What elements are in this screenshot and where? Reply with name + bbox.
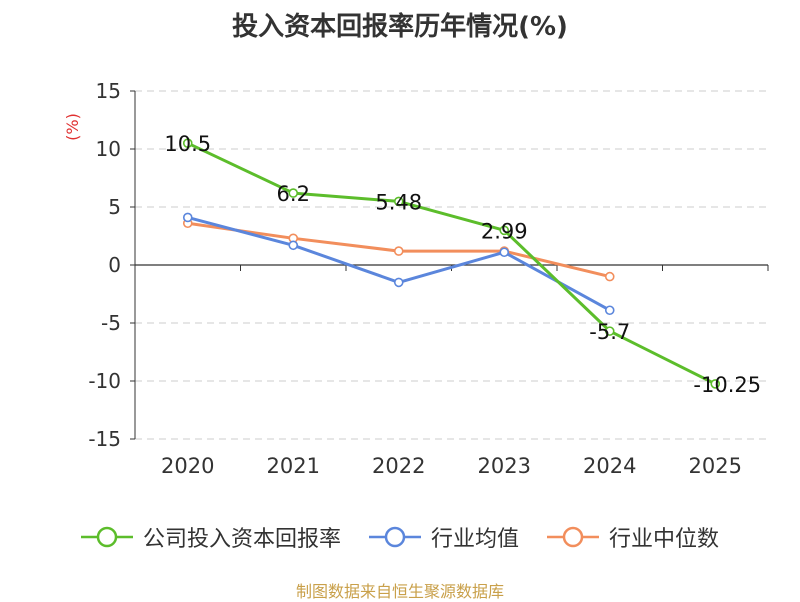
x-tick-label: 2025 — [689, 454, 742, 478]
legend: 公司投入资本回报率 行业均值 行业中位数 — [0, 519, 800, 555]
y-tick-label: 10 — [96, 137, 121, 161]
y-tick-label: -15 — [88, 427, 121, 451]
legend-item[interactable]: 行业均值 — [368, 521, 519, 553]
data-label: -10.25 — [693, 373, 761, 397]
legend-line-circle-icon — [547, 526, 599, 548]
data-point — [182, 138, 193, 148]
data-point — [393, 196, 404, 207]
data-point — [604, 326, 615, 336]
data-point — [710, 379, 721, 389]
data-point — [499, 247, 510, 258]
y-axis-label: (%) — [63, 113, 82, 141]
y-tick-label: -10 — [88, 369, 121, 393]
y-tick-label: 15 — [96, 79, 121, 103]
legend-item[interactable]: 行业中位数 — [547, 521, 719, 553]
x-tick-label: 2020 — [161, 454, 214, 478]
data-label: 5.48 — [375, 190, 422, 214]
data-point — [182, 212, 193, 223]
legend-label: 公司投入资本回报率 — [142, 527, 341, 552]
x-tick-label: 2024 — [583, 454, 636, 478]
data-point — [393, 277, 404, 288]
x-tick-label: 2023 — [478, 454, 531, 478]
y-tick-label: 5 — [108, 195, 121, 219]
y-tick-label: -5 — [101, 311, 121, 335]
data-point — [604, 305, 615, 316]
x-tick-label: 2022 — [372, 454, 425, 478]
data-point — [288, 240, 299, 251]
y-tick-label: 0 — [108, 253, 121, 277]
series-line — [187, 141, 716, 386]
data-label: 2.99 — [481, 219, 528, 243]
legend-line-circle-icon — [368, 526, 421, 548]
data-point — [288, 188, 299, 198]
legend-line-circle-icon — [80, 526, 133, 548]
data-label: 10.5 — [164, 132, 211, 156]
legend-label: 行业中位数 — [609, 527, 720, 552]
data-label: -5.7 — [589, 320, 630, 344]
chart-title: 投入资本回报率历年情况(%) — [232, 12, 568, 42]
data-label: 6.2 — [277, 182, 310, 206]
legend-item[interactable]: 公司投入资本回报率 — [80, 521, 341, 553]
x-tick-label: 2021 — [267, 454, 320, 478]
data-point — [393, 246, 404, 256]
data-point — [499, 225, 510, 236]
legend-label: 行业均值 — [430, 527, 519, 552]
data-point — [604, 271, 615, 282]
source-note: 制图数据来自恒生聚源数据库 — [295, 582, 504, 601]
